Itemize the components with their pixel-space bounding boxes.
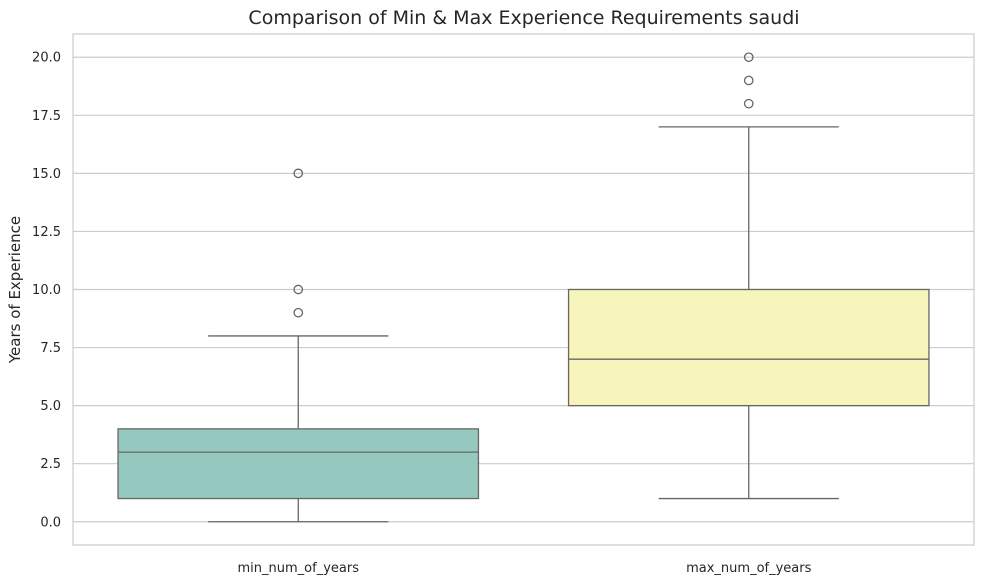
box-iqr: [567, 288, 930, 407]
x-tick-label: min_num_of_years: [238, 561, 360, 576]
y-tick-label: 7.5: [40, 341, 61, 356]
y-tick-label: 15.0: [32, 167, 61, 182]
y-tick-label: 20.0: [32, 51, 61, 66]
outlier-point: [743, 52, 754, 63]
outlier-point: [293, 168, 304, 179]
plot-frame: [72, 33, 975, 546]
y-tick-label: 17.5: [32, 109, 61, 124]
y-tick-label: 10.0: [32, 283, 61, 298]
outlier-point: [743, 98, 754, 109]
outlier-point: [743, 75, 754, 86]
y-tick-label: 12.5: [32, 225, 61, 240]
outlier-point: [293, 307, 304, 318]
box-iqr: [117, 428, 480, 500]
y-tick-labels: 0.0 2.5 5.0 7.5 10.0 12.5 15.0 17.5 20.0: [32, 51, 61, 531]
y-tick-label: 2.5: [40, 457, 61, 472]
outlier-point: [293, 284, 304, 295]
box-group: [117, 168, 480, 523]
x-tick-labels: min_num_of_years max_num_of_years: [238, 561, 812, 576]
box-group: [567, 52, 930, 500]
y-axis-label: Years of Experience: [6, 216, 24, 364]
box-series: [117, 52, 930, 523]
y-tick-label: 0.0: [40, 515, 61, 530]
chart-title: Comparison of Min & Max Experience Requi…: [248, 7, 799, 29]
x-tick-label: max_num_of_years: [686, 561, 811, 576]
y-tick-label: 5.0: [40, 399, 61, 414]
